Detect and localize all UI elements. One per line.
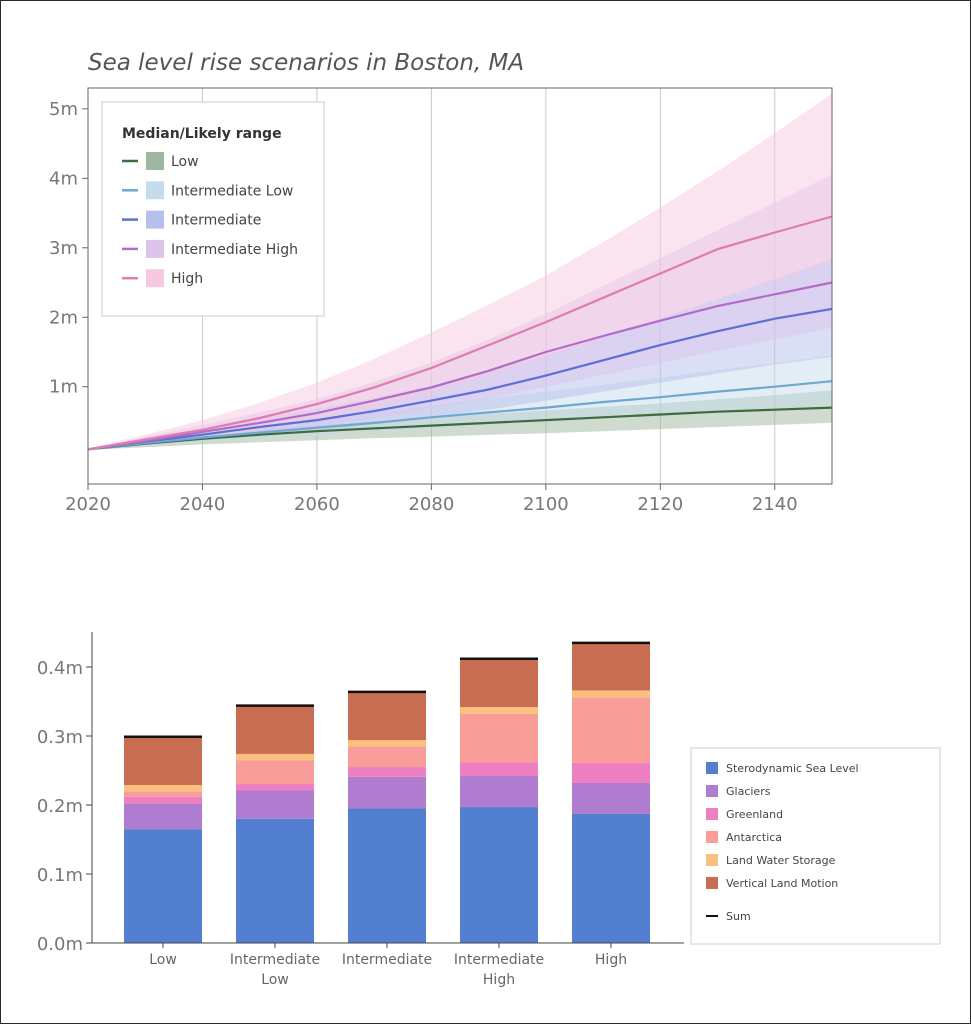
line-low: [87, 406, 833, 451]
bar-intermediate-glaciers: [348, 776, 426, 809]
bar-low-sterodynamic-sea-level: [124, 829, 202, 943]
bar-low-antarctica: [124, 791, 202, 797]
bar-intermediate-low-sterodynamic-sea-level: [236, 818, 314, 943]
bar-intermediate-low-land-water-storage: [236, 753, 314, 761]
x-tick-label-2140: 2140: [752, 494, 798, 515]
x-tick-label-2100: 2100: [523, 494, 569, 515]
legend-title: Median/Likely range: [122, 126, 282, 142]
legend-swatch-low: [146, 152, 164, 170]
line-chart-lines: [87, 215, 833, 451]
bar-y-tick-label-3: 0.3m: [37, 727, 83, 748]
bar-intermediate-low-glaciers: [236, 790, 314, 819]
line-intermediate-low: [87, 380, 833, 451]
line-intermediate-high: [87, 281, 833, 451]
bar-x-tick-label-intermediate-high-0: Intermediate: [454, 952, 544, 968]
bar-legend-swatch-vertical-land-motion: [706, 877, 718, 889]
bar-x-tick-label-low-0: Low: [149, 952, 177, 968]
bar-low-vertical-land-motion: [124, 736, 202, 785]
bar-x-tick-label-intermediate-low-1: Low: [261, 972, 289, 988]
bar-legend-swatch-land-water-storage: [706, 854, 718, 866]
x-tick-label-2040: 2040: [180, 494, 226, 515]
bar-y-tick-label-2: 0.2m: [37, 796, 83, 817]
bar-legend-swatch-antarctica: [706, 831, 718, 843]
legend-label-intermediate-high: Intermediate High: [171, 242, 298, 258]
line-chart: Sea level rise scenarios in Boston, MA 2…: [49, 50, 833, 515]
bar-high-antarctica: [572, 697, 650, 763]
bar-x-tick-label-high-0: High: [595, 952, 627, 968]
bar-x-tick-label-intermediate-high-1: High: [483, 972, 515, 988]
bar-intermediate-antarctica: [348, 746, 426, 768]
bar-legend-box: [690, 747, 941, 945]
line-chart-title: Sea level rise scenarios in Boston, MA: [88, 50, 524, 76]
bar-high-sterodynamic-sea-level: [572, 813, 650, 943]
legend-label-low: Low: [171, 154, 199, 170]
y-tick-label-2: 2m: [49, 307, 78, 328]
bar-x-tick-label-intermediate-0: Intermediate: [342, 952, 432, 968]
bar-low-greenland: [124, 796, 202, 804]
bar-legend-swatch-sterodynamic-sea-level: [706, 762, 718, 774]
line-high: [87, 215, 833, 451]
plot-frame: [87, 87, 833, 485]
legend-swatch-intermediate: [146, 210, 164, 229]
bar-chart-legend: Sterodynamic Sea Level Glaciers Greenland A…: [690, 747, 941, 945]
bar-intermediate-low-greenland: [236, 783, 314, 791]
bar-legend-label-antarctica: Antarctica: [726, 831, 782, 844]
bar-legend-label-glaciers: Glaciers: [726, 785, 771, 798]
legend-label-intermediate: Intermediate: [171, 213, 261, 229]
bar-chart-axes: 0.0m 0.1m 0.2m 0.3m 0.4m Low Intermediate Low In…: [37, 632, 684, 988]
line-chart-axes: 2020 2040 2060 2080 2100 2120 2140 1m 2m 3m 4m 5m: [49, 87, 833, 515]
bar-legend-label-sterodynamic-sea-level: Sterodynamic Sea Level: [726, 762, 859, 775]
y-tick-label-4: 4m: [49, 168, 78, 189]
bar-low-land-water-storage: [124, 784, 202, 792]
bar-intermediate-land-water-storage: [348, 740, 426, 747]
bar-chart-bars: [124, 641, 650, 943]
x-tick-label-2120: 2120: [637, 494, 683, 515]
bar-legend-swatch-glaciers: [706, 785, 718, 797]
x-tick-label-2080: 2080: [408, 494, 454, 515]
bar-intermediate-low-antarctica: [236, 760, 314, 784]
bar-intermediate-greenland: [348, 767, 426, 777]
legend-box: [101, 101, 325, 317]
bar-y-tick-label-4: 0.4m: [37, 658, 83, 679]
bar-legend-swatch-greenland: [706, 808, 718, 820]
bar-intermediate-high-glaciers: [460, 776, 538, 808]
bar-legend-label-sum: Sum: [726, 910, 751, 923]
bar-intermediate-high-vertical-land-motion: [460, 658, 538, 708]
line-chart-legend: Median/Likely range Low Intermediate Low In…: [101, 101, 325, 317]
legend-label-intermediate-low: Intermediate Low: [171, 183, 293, 199]
bar-intermediate-high-greenland: [460, 762, 538, 777]
bar-high-vertical-land-motion: [572, 642, 650, 691]
x-tick-label-2020: 2020: [65, 494, 111, 515]
legend-swatch-intermediate-high: [146, 239, 164, 258]
bar-chart: 0.0m 0.1m 0.2m 0.3m 0.4m Low Intermediate Low In…: [37, 632, 941, 988]
bar-x-tick-label-intermediate-low-0: Intermediate: [230, 952, 320, 968]
bar-intermediate-high-sterodynamic-sea-level: [460, 807, 538, 943]
line-intermediate: [87, 307, 833, 451]
y-tick-label-3: 3m: [49, 238, 78, 259]
bar-intermediate-high-land-water-storage: [460, 707, 538, 714]
bar-y-tick-label-1: 0.1m: [37, 865, 83, 886]
bar-intermediate-low-vertical-land-motion: [236, 705, 314, 754]
bar-legend-label-vertical-land-motion: Vertical Land Motion: [726, 877, 838, 890]
x-tick-label-2060: 2060: [294, 494, 340, 515]
bar-legend-label-land-water-storage: Land Water Storage: [726, 854, 836, 867]
y-tick-label-5: 5m: [49, 99, 78, 120]
bar-intermediate-high-antarctica: [460, 713, 538, 763]
bar-high-glaciers: [572, 782, 650, 814]
bar-intermediate-sterodynamic-sea-level: [348, 808, 426, 943]
bar-high-land-water-storage: [572, 690, 650, 698]
bar-high-greenland: [572, 762, 650, 783]
bar-y-tick-label-0: 0.0m: [37, 934, 83, 955]
bar-intermediate-vertical-land-motion: [348, 691, 426, 741]
legend-swatch-high: [146, 269, 164, 288]
legend-label-high: High: [171, 271, 203, 287]
bar-legend-label-greenland: Greenland: [726, 808, 783, 821]
y-tick-label-1: 1m: [49, 377, 78, 398]
legend-swatch-intermediate-low: [146, 181, 164, 200]
bar-low-glaciers: [124, 803, 202, 830]
